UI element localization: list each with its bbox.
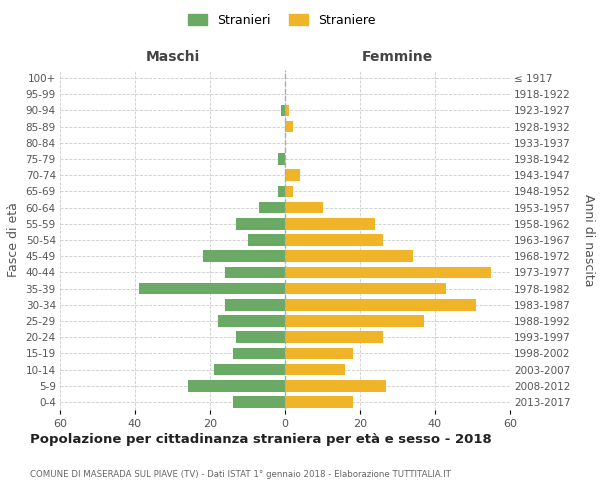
Y-axis label: Anni di nascita: Anni di nascita: [582, 194, 595, 286]
Bar: [285, 282, 446, 294]
Bar: [236, 218, 285, 230]
Y-axis label: Fasce di età: Fasce di età: [7, 202, 20, 278]
Bar: [285, 186, 293, 198]
Text: Maschi: Maschi: [145, 50, 200, 64]
Bar: [285, 121, 293, 132]
Text: COMUNE DI MASERADA SUL PIAVE (TV) - Dati ISTAT 1° gennaio 2018 - Elaborazione TU: COMUNE DI MASERADA SUL PIAVE (TV) - Dati…: [30, 470, 451, 479]
Text: Femmine: Femmine: [362, 50, 433, 64]
Bar: [225, 266, 285, 278]
Bar: [285, 170, 300, 181]
Bar: [285, 234, 383, 246]
Bar: [285, 250, 413, 262]
Bar: [285, 332, 383, 343]
Text: Popolazione per cittadinanza straniera per età e sesso - 2018: Popolazione per cittadinanza straniera p…: [30, 432, 492, 446]
Legend: Stranieri, Straniere: Stranieri, Straniere: [184, 8, 380, 32]
Bar: [248, 234, 285, 246]
Bar: [214, 364, 285, 376]
Bar: [285, 364, 345, 376]
Bar: [236, 332, 285, 343]
Bar: [285, 396, 353, 407]
Bar: [285, 348, 353, 359]
Bar: [285, 266, 491, 278]
Bar: [139, 282, 285, 294]
Bar: [285, 218, 375, 230]
Bar: [285, 380, 386, 392]
Bar: [285, 104, 289, 117]
Bar: [259, 202, 285, 213]
Bar: [218, 315, 285, 327]
Bar: [281, 104, 285, 117]
Bar: [285, 202, 323, 213]
Bar: [277, 186, 285, 198]
Bar: [285, 315, 424, 327]
Bar: [233, 348, 285, 359]
Bar: [225, 299, 285, 310]
Bar: [203, 250, 285, 262]
Bar: [277, 153, 285, 165]
Bar: [187, 380, 285, 392]
Bar: [285, 299, 476, 310]
Bar: [233, 396, 285, 407]
